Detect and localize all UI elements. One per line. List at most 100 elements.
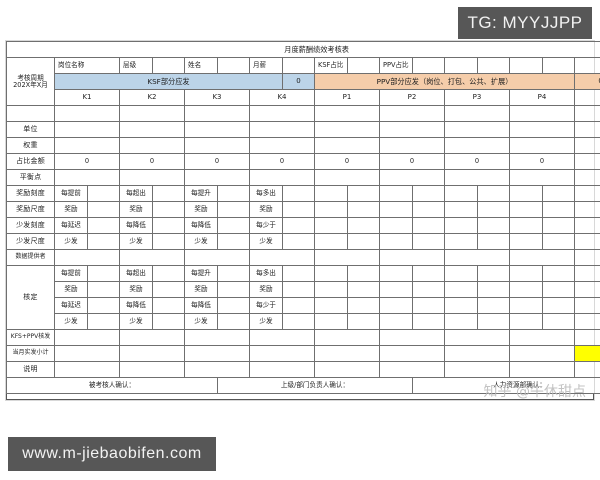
issue-k3[interactable] xyxy=(184,329,250,346)
approval-2-k4-val[interactable] xyxy=(282,281,315,298)
reward-scale-k4-val[interactable] xyxy=(282,185,315,202)
less-measure-p1-val[interactable] xyxy=(347,233,380,250)
weight-k1[interactable] xyxy=(54,137,120,154)
approval-4-p3[interactable] xyxy=(444,313,478,330)
approval-4-p2-val[interactable] xyxy=(412,313,445,330)
reward-measure-p3[interactable] xyxy=(444,201,478,218)
provider-p1[interactable] xyxy=(314,249,380,266)
less-measure-k2-val[interactable] xyxy=(152,233,185,250)
approval-3-p4-val[interactable] xyxy=(542,297,575,314)
approval-1-p4-val[interactable] xyxy=(542,265,575,282)
approval-3-allowance[interactable] xyxy=(573,297,600,314)
provider-p4[interactable] xyxy=(509,249,575,266)
signature-hr[interactable]: 人力资源部确认： xyxy=(411,377,600,394)
less-scale-k3[interactable]: 每降低 xyxy=(184,217,218,234)
month-total-highlighted-cell[interactable] xyxy=(573,345,600,362)
total-k1[interactable] xyxy=(54,345,120,362)
reward-scale-k1-val[interactable] xyxy=(87,185,120,202)
approval-1-p2-val[interactable] xyxy=(412,265,445,282)
approval-4-p3-val[interactable] xyxy=(477,313,510,330)
less-scale-k2-val[interactable] xyxy=(152,217,185,234)
weight-k2[interactable] xyxy=(119,137,185,154)
less-scale-p1[interactable] xyxy=(314,217,348,234)
less-measure-k4-val[interactable] xyxy=(282,233,315,250)
reward-scale-k3[interactable]: 每提升 xyxy=(184,185,218,202)
approval-1-p1[interactable] xyxy=(314,265,348,282)
approval-2-k3-val[interactable] xyxy=(217,281,250,298)
provider-p2[interactable] xyxy=(379,249,445,266)
blank-p4[interactable] xyxy=(509,105,575,122)
issue-p2[interactable] xyxy=(379,329,445,346)
approval-1-k2[interactable]: 每超出 xyxy=(119,265,153,282)
approval-3-k3-val[interactable] xyxy=(217,297,250,314)
balance-k2[interactable] xyxy=(119,169,185,186)
reward-measure-k2-val[interactable] xyxy=(152,201,185,218)
approval-3-k4-val[interactable] xyxy=(282,297,315,314)
total-p2[interactable] xyxy=(379,345,445,362)
less-scale-p2-val[interactable] xyxy=(412,217,445,234)
less-scale-k2[interactable]: 每降低 xyxy=(119,217,153,234)
less-measure-allowance[interactable] xyxy=(573,233,600,250)
info-blank-2[interactable] xyxy=(477,57,510,74)
approval-1-k4-val[interactable] xyxy=(282,265,315,282)
less-scale-allowance[interactable] xyxy=(573,217,600,234)
ratio-amount-p4[interactable]: 0 xyxy=(509,153,575,170)
less-scale-p3[interactable] xyxy=(444,217,478,234)
reward-scale-p3-val[interactable] xyxy=(477,185,510,202)
less-measure-p3-val[interactable] xyxy=(477,233,510,250)
unit-p3[interactable] xyxy=(444,121,510,138)
blank-allowance[interactable] xyxy=(573,105,600,122)
issue-k1[interactable] xyxy=(54,329,120,346)
unit-p1[interactable] xyxy=(314,121,380,138)
ratio-amount-p3[interactable]: 0 xyxy=(444,153,510,170)
balance-p3[interactable] xyxy=(444,169,510,186)
less-measure-k3-val[interactable] xyxy=(217,233,250,250)
ksf-band-value[interactable]: 0 xyxy=(282,73,315,90)
field-ppv-ratio-input[interactable] xyxy=(412,57,445,74)
approval-1-allowance[interactable] xyxy=(573,265,600,282)
less-scale-k3-val[interactable] xyxy=(217,217,250,234)
unit-p2[interactable] xyxy=(379,121,445,138)
less-measure-p2-val[interactable] xyxy=(412,233,445,250)
field-name-input[interactable] xyxy=(217,57,250,74)
approval-4-allowance[interactable] xyxy=(573,313,600,330)
less-scale-k1-val[interactable] xyxy=(87,217,120,234)
less-measure-k2[interactable]: 少发 xyxy=(119,233,153,250)
field-ksf-ratio-input[interactable] xyxy=(347,57,380,74)
approval-4-k3-val[interactable] xyxy=(217,313,250,330)
less-scale-p4-val[interactable] xyxy=(542,217,575,234)
less-scale-p2[interactable] xyxy=(379,217,413,234)
approval-3-k3[interactable]: 每降低 xyxy=(184,297,218,314)
total-p4[interactable] xyxy=(509,345,575,362)
ratio-amount-allowance[interactable] xyxy=(573,153,600,170)
approval-2-allowance[interactable] xyxy=(573,281,600,298)
ratio-amount-k2[interactable]: 0 xyxy=(119,153,185,170)
approval-2-k1[interactable]: 奖励 xyxy=(54,281,88,298)
total-p3[interactable] xyxy=(444,345,510,362)
less-measure-p3[interactable] xyxy=(444,233,478,250)
approval-3-p1[interactable] xyxy=(314,297,348,314)
approval-4-k2[interactable]: 少发 xyxy=(119,313,153,330)
ratio-amount-p2[interactable]: 0 xyxy=(379,153,445,170)
balance-p1[interactable] xyxy=(314,169,380,186)
approval-3-p2[interactable] xyxy=(379,297,413,314)
less-scale-k4-val[interactable] xyxy=(282,217,315,234)
balance-k1[interactable] xyxy=(54,169,120,186)
approval-1-k4[interactable]: 每多出 xyxy=(249,265,283,282)
approval-2-k1-val[interactable] xyxy=(87,281,120,298)
issue-p3[interactable] xyxy=(444,329,510,346)
remark-allowance[interactable] xyxy=(573,361,600,378)
unit-k1[interactable] xyxy=(54,121,120,138)
less-measure-k1-val[interactable] xyxy=(87,233,120,250)
approval-2-k3[interactable]: 奖励 xyxy=(184,281,218,298)
issue-p4[interactable] xyxy=(509,329,575,346)
blank-k2[interactable] xyxy=(119,105,185,122)
approval-1-k3[interactable]: 每提升 xyxy=(184,265,218,282)
approval-2-k2[interactable]: 奖励 xyxy=(119,281,153,298)
blank-k1[interactable] xyxy=(54,105,120,122)
less-measure-k3[interactable]: 少发 xyxy=(184,233,218,250)
approval-3-p1-val[interactable] xyxy=(347,297,380,314)
approval-3-k1-val[interactable] xyxy=(87,297,120,314)
reward-measure-k2[interactable]: 奖励 xyxy=(119,201,153,218)
less-measure-k1[interactable]: 少发 xyxy=(54,233,88,250)
